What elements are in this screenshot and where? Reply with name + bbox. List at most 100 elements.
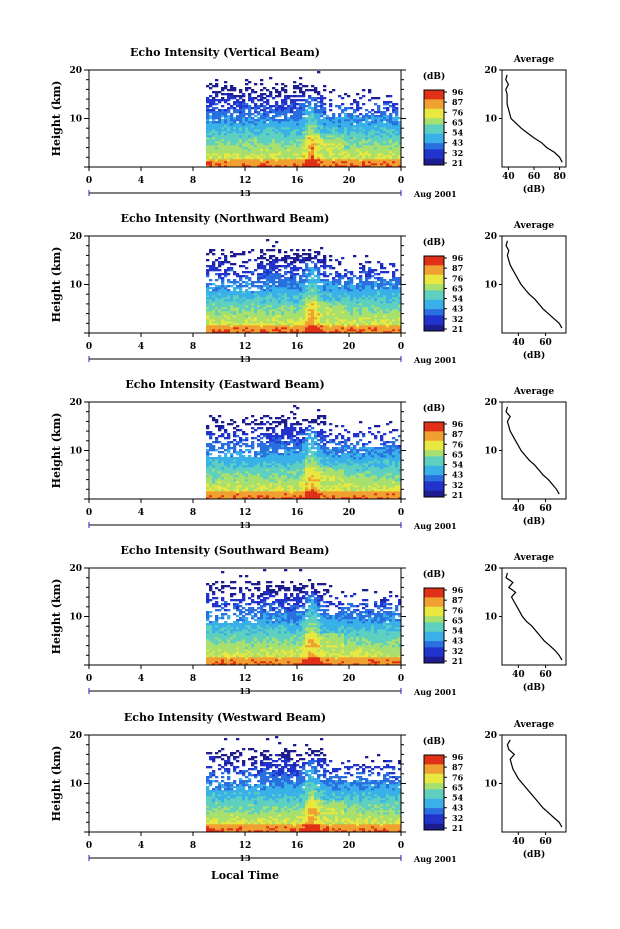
colorbar-cell (424, 447, 444, 451)
x-tick-label: 4 (138, 176, 144, 186)
colorbar-cell (424, 811, 444, 815)
colorbar-tick-label: 43 (452, 470, 464, 480)
chart-title: Echo Intensity (Westward Beam) (124, 711, 326, 724)
average-y-tick-label: 10 (484, 780, 497, 790)
colorbar-tick-label: 21 (452, 490, 463, 500)
day-label: 13 (239, 188, 251, 198)
colorbar-cell (424, 588, 444, 592)
panel-2: Echo Intensity (Northward Beam) 10 20 Heigh… (50, 212, 567, 365)
average-x-label: (dB) (523, 184, 545, 195)
average-x-tick-label: 60 (528, 172, 541, 182)
x-tick-label: 0 (86, 841, 92, 851)
colorbar-cell (424, 656, 444, 661)
colorbar-cell (424, 826, 444, 831)
colorbar-cell (424, 115, 444, 119)
chart-title: Echo Intensity (Eastward Beam) (125, 378, 324, 391)
colorbar-cell (424, 820, 444, 825)
colorbar-cell (424, 428, 444, 432)
x-tick-label: 8 (190, 176, 196, 186)
colorbar-cell (424, 603, 444, 608)
average-title: Average (513, 553, 554, 563)
colorbar-cell (424, 437, 444, 442)
colorbar-cell (424, 456, 444, 460)
colorbar-cell (424, 321, 444, 326)
colorbar-tick-label: 32 (452, 480, 463, 490)
x-tick-label: 12 (239, 674, 252, 684)
colorbar-cell (424, 312, 444, 316)
average-x-tick-label: 40 (512, 504, 525, 514)
day-label: 13 (239, 354, 251, 364)
y-axis-label: Height (km) (50, 413, 63, 489)
colorbar-cell (424, 638, 444, 642)
average-y-tick-label: 20 (484, 66, 497, 76)
colorbar-cell (424, 650, 444, 655)
colorbar-tick-label: 32 (452, 646, 463, 656)
x-tick-label: 8 (190, 674, 196, 684)
colorbar-cell (424, 96, 444, 100)
x-tick-label: 0 (86, 508, 92, 518)
colorbar-cell (424, 299, 444, 304)
x-tick-label: 0 (398, 841, 404, 851)
colorbar-cell (424, 773, 444, 778)
colorbar-cell (424, 327, 444, 332)
colorbar-tick-label: 54 (452, 460, 464, 470)
colorbar-cell (424, 443, 444, 448)
date-label: Aug 2001 (413, 355, 457, 365)
colorbar-cell (424, 462, 444, 467)
average-frame (501, 401, 567, 500)
colorbar-tick-label: 21 (452, 324, 463, 334)
colorbar-unit: (dB) (423, 569, 445, 580)
average-frame (501, 734, 567, 833)
colorbar-cell (424, 434, 444, 439)
x-tick-label: 20 (343, 841, 356, 851)
day-label: 13 (239, 520, 251, 530)
colorbar-cell (424, 440, 444, 445)
colorbar-tick-label: 87 (452, 263, 463, 273)
colorbar-cell (424, 814, 444, 818)
colorbar-cell (424, 644, 444, 648)
colorbar-tick-label: 76 (452, 107, 464, 117)
colorbar-cell (424, 616, 444, 620)
x-tick-label: 0 (86, 342, 92, 352)
average-y-tick-label: 10 (484, 281, 497, 291)
x-tick-label: 16 (291, 841, 304, 851)
y-tick-label: 10 (69, 447, 82, 457)
colorbar-frame (423, 421, 445, 498)
x-tick-label: 20 (343, 674, 356, 684)
colorbar-tick-label: 43 (452, 138, 464, 148)
average-x-tick-label: 80 (553, 172, 566, 182)
colorbar-cell (424, 152, 444, 157)
colorbar-cell (424, 761, 444, 765)
colorbar-cell (424, 155, 444, 160)
colorbar-cell (424, 798, 444, 803)
colorbar-unit: (dB) (423, 736, 445, 747)
colorbar-cell (424, 293, 444, 298)
colorbar-cell (424, 259, 444, 263)
date-label: Aug 2001 (413, 687, 457, 697)
colorbar-cell (424, 425, 444, 429)
colorbar-cell (424, 600, 444, 605)
colorbar-frame (423, 587, 445, 664)
colorbar-cell (424, 481, 444, 485)
colorbar-cell (424, 767, 444, 772)
x-tick-label: 12 (239, 342, 252, 352)
average-profile-line (506, 739, 563, 828)
y-tick-label: 10 (69, 780, 82, 790)
colorbar-cell (424, 450, 444, 454)
average-title: Average (513, 387, 554, 397)
colorbar-cell (424, 161, 444, 166)
x-tick-label: 4 (138, 841, 144, 851)
colorbar-tick-label: 76 (452, 772, 464, 782)
colorbar-tick-label: 54 (452, 626, 464, 636)
colorbar-cell (424, 143, 444, 147)
heatmap (206, 736, 402, 833)
average-y-tick-label: 10 (484, 447, 497, 457)
panel-1: Echo Intensity (Vertical Beam) 10 20 Height… (50, 46, 567, 199)
colorbar-cell (424, 641, 444, 645)
colorbar-tick-label: 96 (452, 419, 464, 429)
x-tick-label: 0 (398, 176, 404, 186)
average-frame (501, 567, 567, 666)
colorbar-cell (424, 158, 444, 163)
colorbar-cell (424, 315, 444, 319)
colorbar-frame (423, 255, 445, 332)
